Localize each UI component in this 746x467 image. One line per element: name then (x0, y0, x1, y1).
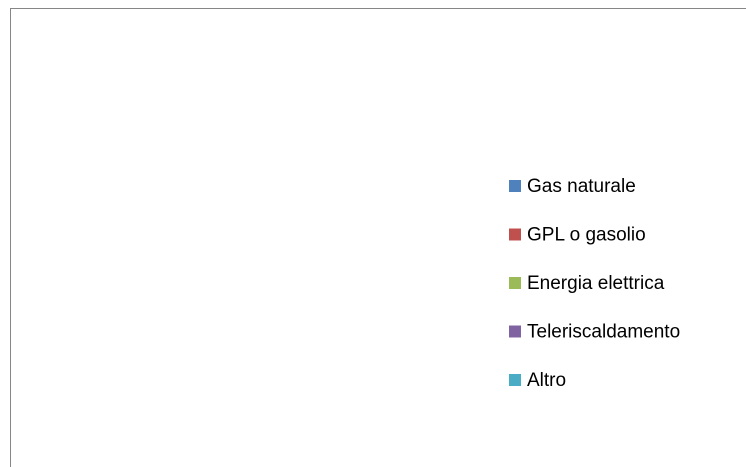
legend-label: Gas naturale (527, 176, 636, 197)
legend-label: Teleriscaldamento (527, 322, 680, 343)
legend-swatch (509, 228, 521, 241)
legend-swatch (509, 180, 521, 192)
legend-swatch (509, 374, 521, 386)
legend-label: Altro (527, 370, 566, 391)
legend-label: Energia elettrica (527, 273, 665, 294)
chart-frame (10, 8, 746, 467)
legend-swatch (509, 325, 521, 338)
legend-swatch (509, 277, 521, 289)
legend-label: GPL o gasolio (527, 225, 646, 246)
